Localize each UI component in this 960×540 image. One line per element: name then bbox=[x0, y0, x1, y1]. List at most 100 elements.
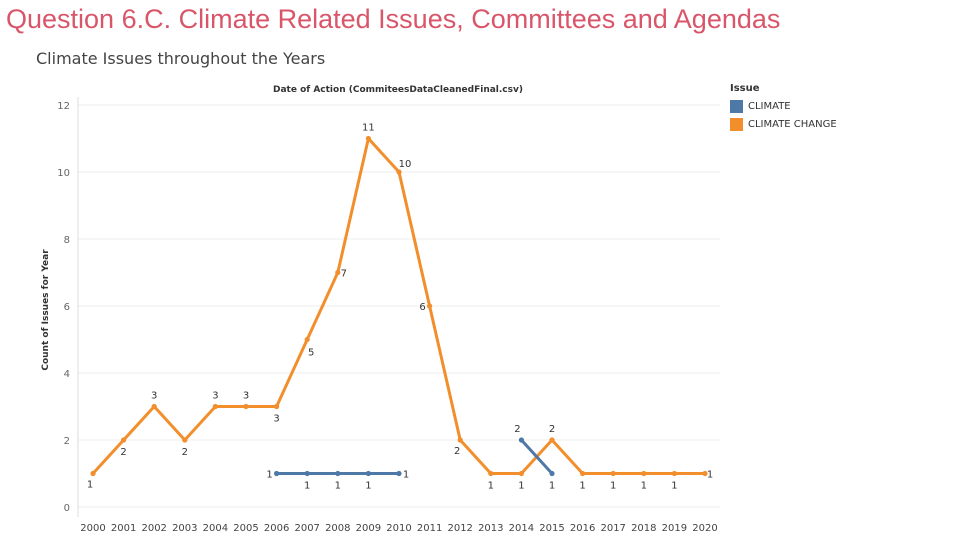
data-point-climate-change bbox=[182, 437, 188, 443]
x-tick-label: 2004 bbox=[203, 523, 228, 534]
x-axis-title: Date of Action (CommiteesDataCleanedFina… bbox=[273, 85, 523, 95]
x-tick-label: 2002 bbox=[141, 523, 166, 534]
y-tick-label: 4 bbox=[64, 369, 70, 380]
data-point-climate-change bbox=[580, 470, 586, 477]
data-point-climate-change bbox=[488, 470, 494, 477]
x-tick-label: 2006 bbox=[264, 523, 289, 534]
y-tick-label: 10 bbox=[57, 168, 70, 179]
y-tick-label: 12 bbox=[57, 101, 70, 112]
data-label-climate: 1 bbox=[403, 470, 409, 481]
data-label-climate: 1 bbox=[549, 481, 555, 492]
data-point-climate-change bbox=[671, 470, 678, 477]
data-label-climate-change: 3 bbox=[243, 391, 249, 402]
data-label-climate-change: 5 bbox=[308, 348, 314, 359]
x-tick-label: 2020 bbox=[692, 523, 717, 534]
x-tick-label: 2005 bbox=[233, 523, 258, 534]
data-label-climate: 2 bbox=[514, 424, 520, 435]
data-point-climate-change bbox=[702, 470, 708, 477]
data-label-climate-change: 1 bbox=[641, 481, 647, 492]
x-tick-label: 2009 bbox=[356, 523, 381, 534]
data-label-climate-change: 1 bbox=[671, 481, 677, 492]
x-tick-label: 2018 bbox=[631, 523, 656, 534]
legend-item-climate-change: CLIMATE CHANGE bbox=[730, 115, 837, 133]
y-axis: 0 2 4 6 8 10 12 bbox=[57, 101, 70, 514]
legend-label-climate: CLIMATE bbox=[748, 100, 791, 112]
data-label-climate-change: 6 bbox=[419, 302, 425, 313]
data-label-climate: 1 bbox=[304, 481, 310, 492]
data-label-climate: 1 bbox=[335, 481, 341, 492]
x-tick-label: 2017 bbox=[600, 523, 625, 534]
data-point-climate bbox=[549, 470, 555, 477]
x-tick-label: 2001 bbox=[111, 523, 136, 534]
data-point-climate bbox=[365, 470, 371, 477]
data-label-climate-change: 1 bbox=[87, 480, 93, 491]
data-label-climate: 1 bbox=[365, 481, 371, 492]
data-label-climate-change: 1 bbox=[488, 481, 494, 492]
legend-swatch-climate-change bbox=[730, 117, 743, 131]
x-tick-label: 2011 bbox=[417, 523, 442, 534]
data-point-climate-change bbox=[151, 403, 157, 410]
data-label-climate-change: 3 bbox=[212, 391, 218, 402]
data-point-climate-change bbox=[212, 403, 218, 410]
data-point-climate-change bbox=[335, 269, 341, 276]
legend-label-climate-change: CLIMATE CHANGE bbox=[748, 118, 837, 130]
x-tick-label: 2003 bbox=[172, 523, 197, 534]
data-label-climate-change: 10 bbox=[399, 159, 412, 170]
x-axis: 2000 2001 2002 2003 2004 2005 2006 2007 2008 2009… bbox=[80, 523, 717, 534]
slide-title: Question 6.C. Climate Related Issues, Co… bbox=[6, 4, 781, 34]
x-tick-label: 2010 bbox=[386, 523, 411, 534]
x-tick-label: 2019 bbox=[662, 523, 687, 534]
legend-title: Issue bbox=[730, 83, 760, 94]
data-label-climate-change: 2 bbox=[549, 424, 555, 435]
x-tick-label: 2015 bbox=[539, 523, 564, 534]
x-tick-label: 2016 bbox=[570, 523, 595, 534]
y-tick-label: 8 bbox=[64, 235, 70, 246]
data-point-climate-change bbox=[304, 336, 310, 343]
data-label-climate-change: 1 bbox=[518, 481, 524, 492]
data-label-climate-change: 2 bbox=[120, 447, 126, 458]
data-point-climate-change bbox=[641, 470, 647, 477]
data-point-climate-change bbox=[549, 437, 555, 443]
data-point-climate bbox=[518, 437, 525, 443]
chart-title: Climate Issues throughout the Years bbox=[36, 49, 326, 68]
x-tick-label: 2013 bbox=[478, 523, 503, 534]
data-label-climate-change: 1 bbox=[610, 481, 616, 492]
data-point-climate-change bbox=[610, 470, 616, 477]
x-tick-label: 2000 bbox=[80, 523, 105, 534]
data-point-climate-change bbox=[518, 470, 525, 477]
data-label-climate-change: 2 bbox=[454, 446, 460, 457]
data-label-climate-change: 1 bbox=[707, 470, 713, 481]
data-point-climate bbox=[335, 470, 341, 477]
y-tick-label: 0 bbox=[64, 503, 70, 514]
data-label-climate-change: 1 bbox=[579, 481, 585, 492]
data-point-climate-change bbox=[243, 403, 249, 410]
series-points bbox=[90, 135, 708, 477]
x-tick-label: 2014 bbox=[509, 523, 534, 534]
x-tick-label: 2012 bbox=[447, 523, 472, 534]
x-tick-label: 2008 bbox=[325, 523, 350, 534]
data-label-climate-change: 3 bbox=[151, 391, 157, 402]
data-point-climate-change bbox=[365, 135, 371, 142]
y-tick-label: 2 bbox=[64, 436, 70, 447]
data-point-climate bbox=[304, 470, 310, 477]
data-point-climate-change bbox=[90, 470, 96, 477]
data-label-climate-change: 7 bbox=[341, 269, 347, 280]
series-line-climate bbox=[520, 438, 554, 475]
data-point-climate-change bbox=[274, 403, 280, 410]
data-point-climate-change bbox=[396, 169, 402, 175]
data-point-climate-change bbox=[427, 303, 433, 309]
data-point-climate bbox=[396, 470, 402, 477]
legend-swatch-climate bbox=[730, 99, 743, 113]
y-tick-label: 6 bbox=[64, 302, 70, 313]
data-label-climate: 1 bbox=[266, 470, 272, 481]
data-label-climate-change: 11 bbox=[362, 123, 375, 134]
data-label-climate-change: 3 bbox=[273, 414, 279, 425]
legend-item-climate: CLIMATE bbox=[730, 97, 837, 115]
data-point-climate-change bbox=[457, 437, 463, 443]
y-axis-title: Count of Issues for Year bbox=[41, 249, 51, 371]
x-tick-label: 2007 bbox=[294, 523, 319, 534]
legend: Issue CLIMATE CLIMATE CHANGE bbox=[730, 83, 837, 133]
data-label-climate-change: 2 bbox=[182, 447, 188, 458]
